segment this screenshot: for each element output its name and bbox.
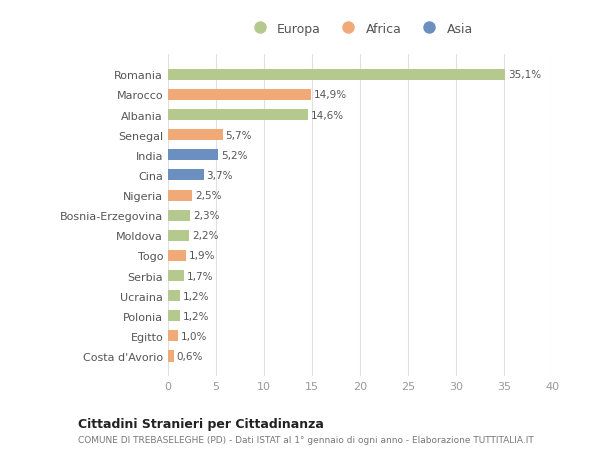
Text: 3,7%: 3,7%	[206, 171, 233, 180]
Text: Cittadini Stranieri per Cittadinanza: Cittadini Stranieri per Cittadinanza	[78, 417, 324, 430]
Text: 2,5%: 2,5%	[195, 190, 221, 201]
Text: 14,9%: 14,9%	[314, 90, 347, 100]
Text: 14,6%: 14,6%	[311, 110, 344, 120]
Bar	[168, 130, 223, 141]
Text: 1,0%: 1,0%	[181, 331, 207, 341]
Text: COMUNE DI TREBASELEGHE (PD) - Dati ISTAT al 1° gennaio di ogni anno - Elaborazio: COMUNE DI TREBASELEGHE (PD) - Dati ISTAT…	[78, 435, 534, 444]
Bar	[168, 110, 308, 121]
Text: 0,6%: 0,6%	[176, 351, 203, 361]
Bar	[168, 70, 505, 81]
Bar	[168, 311, 179, 322]
Text: 1,9%: 1,9%	[189, 251, 215, 261]
Text: 2,2%: 2,2%	[192, 231, 218, 241]
Text: 5,7%: 5,7%	[226, 130, 252, 140]
Bar	[168, 230, 189, 241]
Text: 2,3%: 2,3%	[193, 211, 220, 221]
Text: 1,7%: 1,7%	[187, 271, 214, 281]
Bar	[168, 291, 179, 302]
Bar	[168, 210, 190, 221]
Text: 35,1%: 35,1%	[508, 70, 541, 80]
Bar	[168, 351, 174, 362]
Bar	[168, 90, 311, 101]
Bar	[168, 330, 178, 341]
Bar	[168, 250, 186, 262]
Legend: Europa, Africa, Asia: Europa, Africa, Asia	[241, 17, 479, 42]
Text: 1,2%: 1,2%	[182, 291, 209, 301]
Text: 5,2%: 5,2%	[221, 151, 247, 161]
Bar	[168, 190, 192, 201]
Text: 1,2%: 1,2%	[182, 311, 209, 321]
Bar	[168, 170, 203, 181]
Bar	[168, 150, 218, 161]
Bar	[168, 270, 184, 281]
